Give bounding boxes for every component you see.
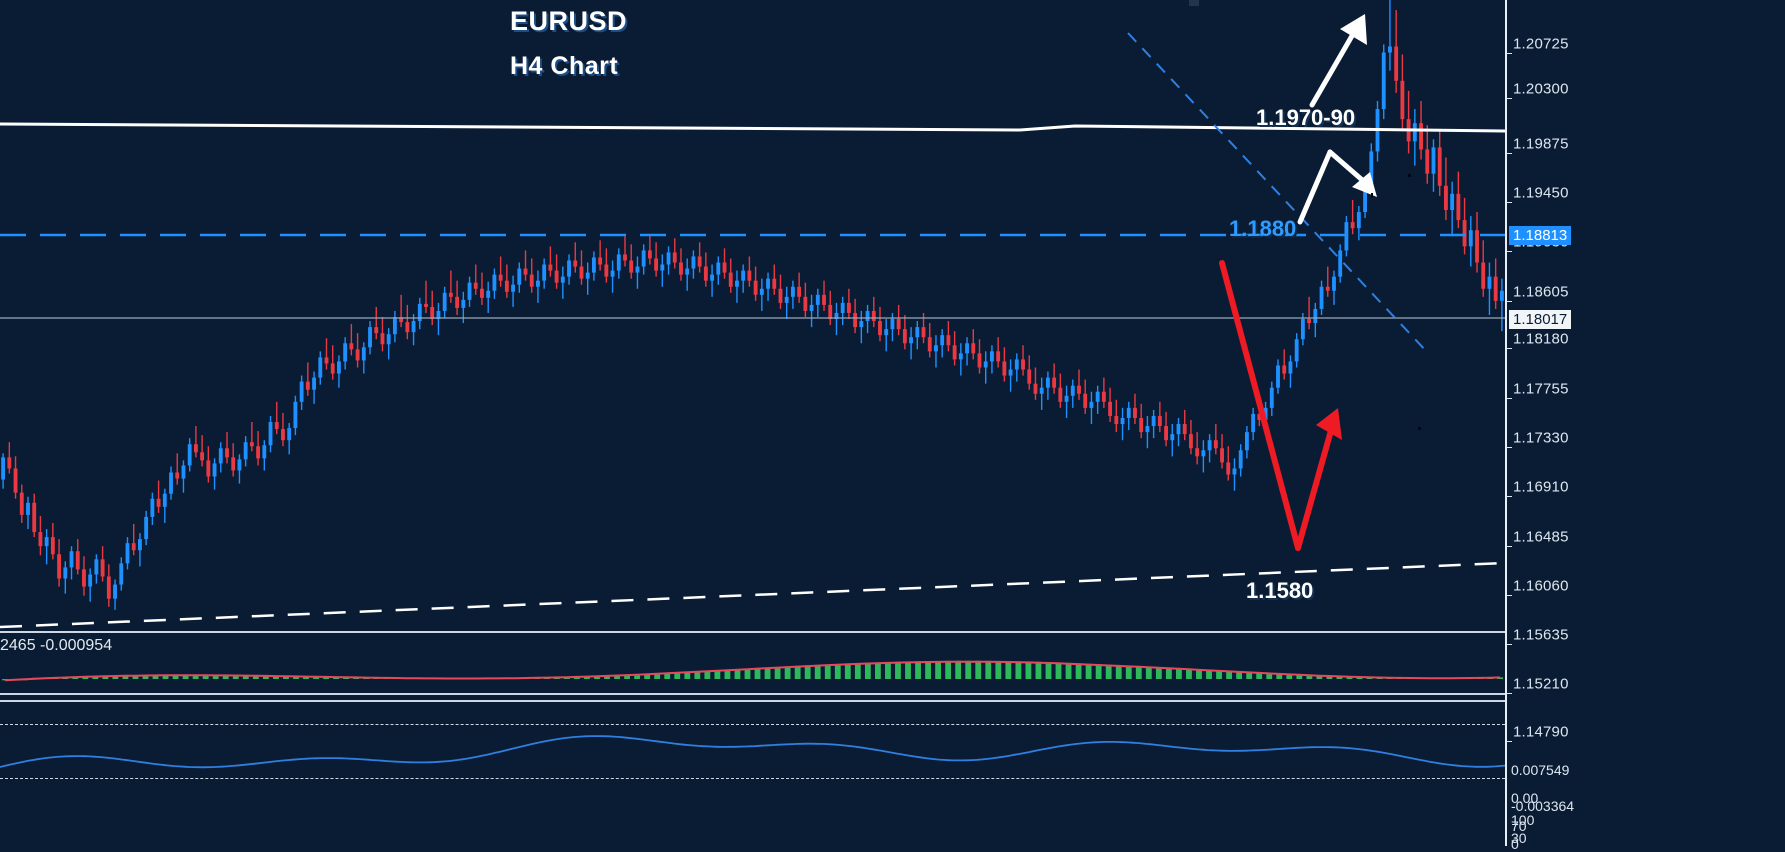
- osc-axis-100: 100: [1511, 812, 1535, 828]
- axis-tick-label: 1.14790: [1513, 723, 1569, 741]
- axis-tick: 1.16485: [1507, 529, 1569, 554]
- price-chart-area[interactable]: EURUSD H4 Chart 1.1970-90 1.1880 1.1580 …: [0, 0, 1505, 846]
- label-support-low: 1.1580: [1246, 578, 1314, 603]
- axis-tick-label: 1.19875: [1513, 135, 1569, 153]
- cursor-dot: [1408, 174, 1411, 177]
- osc-axis-30: 30: [1511, 830, 1527, 846]
- cursor-dot: [1418, 427, 1421, 430]
- axis-tick: 1.20725: [1507, 36, 1569, 61]
- axis-tick: 1.20300: [1507, 81, 1569, 106]
- osc-axis-70: 70: [1511, 818, 1527, 834]
- axis-tick-label: 1.15635: [1513, 626, 1569, 644]
- osc-level-30-line: [0, 778, 1505, 779]
- macd-axis-top: 0.007549: [1511, 762, 1570, 778]
- label-support-mid: 1.1880: [1229, 216, 1297, 241]
- chart-title-timeframe: H4 Chart: [510, 52, 619, 80]
- osc-level-70-line: [0, 724, 1505, 725]
- axis-tick: 1.14790: [1507, 724, 1569, 749]
- axis-tick: 1.17330: [1507, 430, 1569, 455]
- axis-tick-label: 1.20300: [1513, 80, 1569, 98]
- axis-tick: 1.15210: [1507, 676, 1569, 701]
- axis-tick-label: 1.20725: [1513, 35, 1569, 53]
- oscillator-pane[interactable]: [0, 700, 1505, 846]
- axis-tick: 1.19875: [1507, 136, 1569, 161]
- axis-tick-label: 1.16060: [1513, 577, 1569, 595]
- axis-tick: 1.19450: [1507, 185, 1569, 210]
- axis-tick-label: 1.19450: [1513, 184, 1569, 202]
- axis-tick-label: 1.17330: [1513, 429, 1569, 447]
- axis-tick-label: 1.18605: [1513, 283, 1569, 301]
- axis-tick-label: 1.15210: [1513, 675, 1569, 693]
- cursor-dot: [1189, 0, 1199, 6]
- osc-axis-0: 0: [1511, 836, 1519, 852]
- axis-tick: 1.17755: [1507, 381, 1569, 406]
- axis-tick-label: 1.16910: [1513, 478, 1569, 496]
- last-price-badge: 1.18017: [1509, 310, 1572, 329]
- cursor-dot: [1371, 193, 1373, 198]
- chart-title-symbol: EURUSD: [510, 6, 628, 36]
- axis-tick-label: 1.18180: [1513, 330, 1569, 348]
- axis-tick-label: 1.16485: [1513, 528, 1569, 546]
- bid-price-badge: 1.18813: [1509, 226, 1572, 245]
- label-resistance: 1.1970-90: [1256, 105, 1356, 130]
- axis-tick: 1.18605: [1507, 284, 1569, 309]
- axis-tick: 1.15635: [1507, 627, 1569, 652]
- macd-series: [2, 660, 1503, 682]
- price-axis[interactable]: 1.20725 1.20300 1.19875 1.19450 1.19030 …: [1505, 0, 1785, 852]
- axis-tick: 1.18180: [1507, 331, 1569, 356]
- axis-tick-label: 1.17755: [1513, 380, 1569, 398]
- axis-tick: 1.16060: [1507, 578, 1569, 603]
- macd-pane[interactable]: 2465 -0.000954: [0, 631, 1505, 695]
- macd-value-label: 2465 -0.000954: [0, 637, 113, 654]
- macd-axis-mid: 0.00: [1511, 790, 1539, 806]
- oscillator-series: [0, 735, 1505, 769]
- macd-axis-bottom: -0.003364: [1511, 798, 1575, 814]
- axis-tick: 1.16910: [1507, 479, 1569, 504]
